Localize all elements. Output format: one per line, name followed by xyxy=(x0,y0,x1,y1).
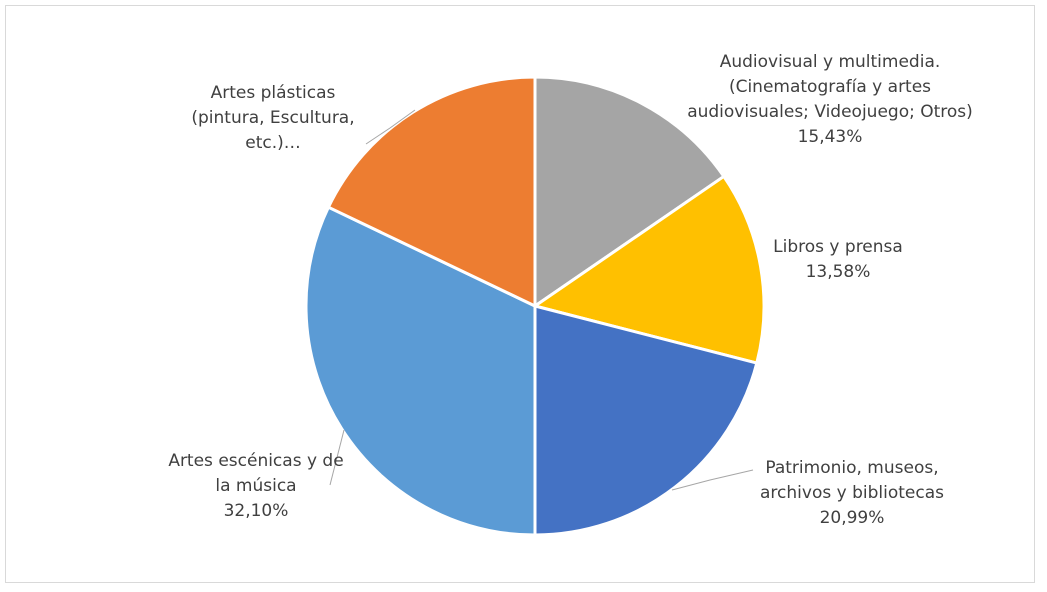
leader-line xyxy=(671,469,754,491)
slice-label: Audiovisual y multimedia. (Cinematografía… xyxy=(687,52,973,147)
data-labels: Audiovisual y multimedia. (Cinematografía… xyxy=(168,52,972,528)
slice-label: Artes escénicas y de la música 32,10% xyxy=(168,451,343,521)
pie-slice xyxy=(304,205,537,537)
slice-name-line: etc.)… xyxy=(245,133,301,153)
slice-percent: 15,43% xyxy=(798,127,863,147)
slice-name-line: la música xyxy=(215,476,296,496)
slice-name-line: archivos y bibliotecas xyxy=(760,483,944,503)
slice-name-line: Patrimonio, museos, xyxy=(765,458,938,478)
slice-name-line: Artes escénicas y de xyxy=(168,451,343,471)
slice-percent: 20,99% xyxy=(820,508,885,528)
slice-name-line: (pintura, Escultura, xyxy=(191,108,354,128)
leader-line xyxy=(365,109,416,145)
pie-slice xyxy=(326,75,537,308)
leader-line xyxy=(329,429,345,486)
slice-percent: 13,58% xyxy=(806,262,871,282)
slice-percent: 32,10% xyxy=(224,501,289,521)
slice-name-line: audiovisuales; Videojuego; Otros) xyxy=(687,102,973,122)
slice-label: Libros y prensa 13,58% xyxy=(773,237,903,282)
slice-name-line: Artes plásticas xyxy=(211,83,336,103)
slice-name-line: Audiovisual y multimedia. xyxy=(720,52,941,72)
slice-label: Patrimonio, museos, archivos y biblioteca… xyxy=(760,458,944,528)
slice-name-line: (Cinematografía y artes xyxy=(729,77,931,97)
slice-name-line: Libros y prensa xyxy=(773,237,903,257)
slice-label: Artes plásticas (pintura, Escultura, etc.)… xyxy=(191,83,354,153)
leader-lines xyxy=(329,109,754,491)
pie-slice xyxy=(533,75,726,308)
pie-slice xyxy=(533,304,759,537)
pie-slice xyxy=(533,174,766,365)
pie-slices xyxy=(304,75,766,537)
